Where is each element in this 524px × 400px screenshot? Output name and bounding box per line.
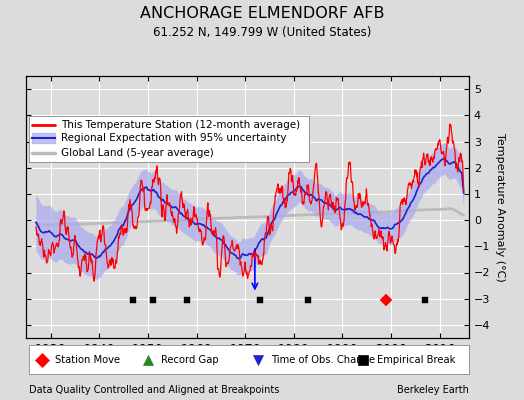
Y-axis label: Temperature Anomaly (°C): Temperature Anomaly (°C) — [495, 133, 505, 281]
Text: Record Gap: Record Gap — [161, 354, 219, 365]
Text: Berkeley Earth: Berkeley Earth — [397, 385, 469, 395]
Text: 61.252 N, 149.799 W (United States): 61.252 N, 149.799 W (United States) — [153, 26, 371, 39]
Text: ANCHORAGE ELMENDORF AFB: ANCHORAGE ELMENDORF AFB — [140, 6, 384, 21]
Text: Regional Expectation with 95% uncertainty: Regional Expectation with 95% uncertaint… — [61, 133, 287, 143]
Text: Empirical Break: Empirical Break — [377, 354, 455, 365]
Text: Global Land (5-year average): Global Land (5-year average) — [61, 148, 214, 158]
Text: Time of Obs. Change: Time of Obs. Change — [271, 354, 375, 365]
Text: Station Move: Station Move — [55, 354, 121, 365]
Text: Data Quality Controlled and Aligned at Breakpoints: Data Quality Controlled and Aligned at B… — [29, 385, 279, 395]
Text: This Temperature Station (12-month average): This Temperature Station (12-month avera… — [61, 120, 300, 130]
